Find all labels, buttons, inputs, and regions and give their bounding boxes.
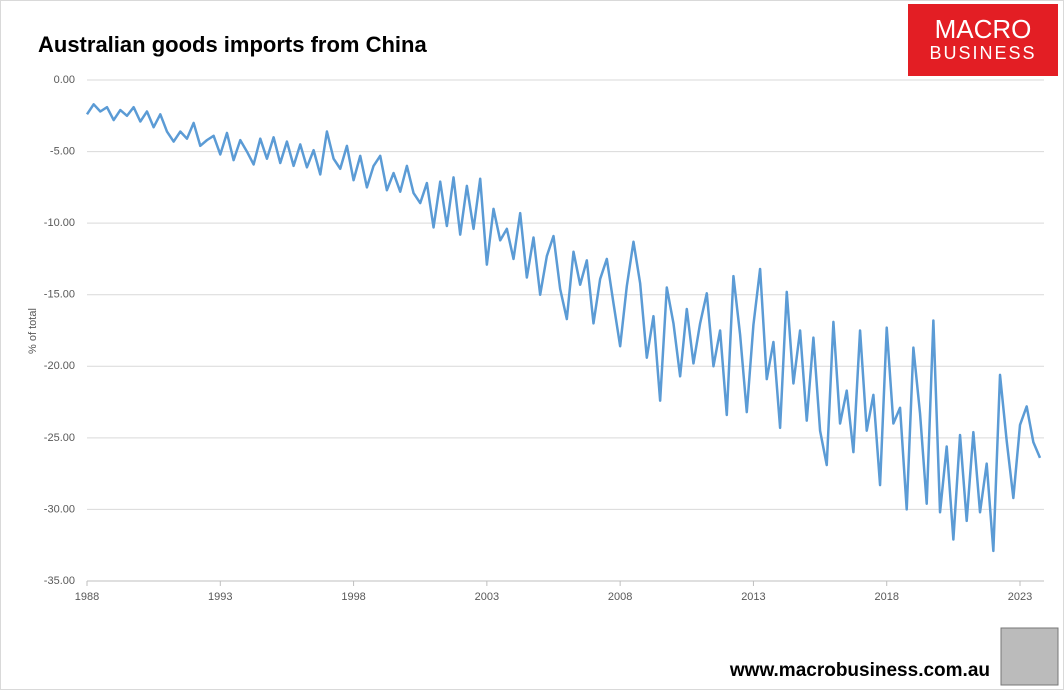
x-tick-label: 2023 bbox=[1008, 591, 1032, 603]
x-tick-label: 2018 bbox=[874, 591, 898, 603]
data-line bbox=[85, 103, 1042, 553]
x-tick-label: 2003 bbox=[475, 591, 499, 603]
y-tick-label: -25.00 bbox=[44, 432, 75, 444]
x-tick-label: 2008 bbox=[608, 591, 632, 603]
y-tick-label: -5.00 bbox=[50, 145, 75, 157]
logo-box bbox=[908, 4, 1058, 76]
x-tick-label: 2013 bbox=[741, 591, 765, 603]
y-axis-label: % of total bbox=[27, 308, 39, 354]
y-tick-label: -20.00 bbox=[44, 360, 75, 372]
chart-title: Australian goods imports from China bbox=[38, 32, 427, 57]
logo-text: MACRO bbox=[935, 14, 1032, 44]
y-tick-label: -30.00 bbox=[44, 503, 75, 515]
logo-text: BUSINESS bbox=[929, 43, 1036, 63]
x-tick-label: 1988 bbox=[75, 591, 99, 603]
footer: www.macrobusiness.com.au bbox=[729, 660, 990, 681]
y-tick-label: -10.00 bbox=[44, 217, 75, 229]
y-tick-label: 0.00 bbox=[54, 74, 75, 86]
x-tick-label: 1998 bbox=[341, 591, 365, 603]
y-tick-label: -15.00 bbox=[44, 289, 75, 301]
wolf-icon bbox=[1000, 627, 1059, 686]
x-tick-label: 1993 bbox=[208, 591, 232, 603]
y-tick-label: -35.00 bbox=[44, 575, 75, 587]
